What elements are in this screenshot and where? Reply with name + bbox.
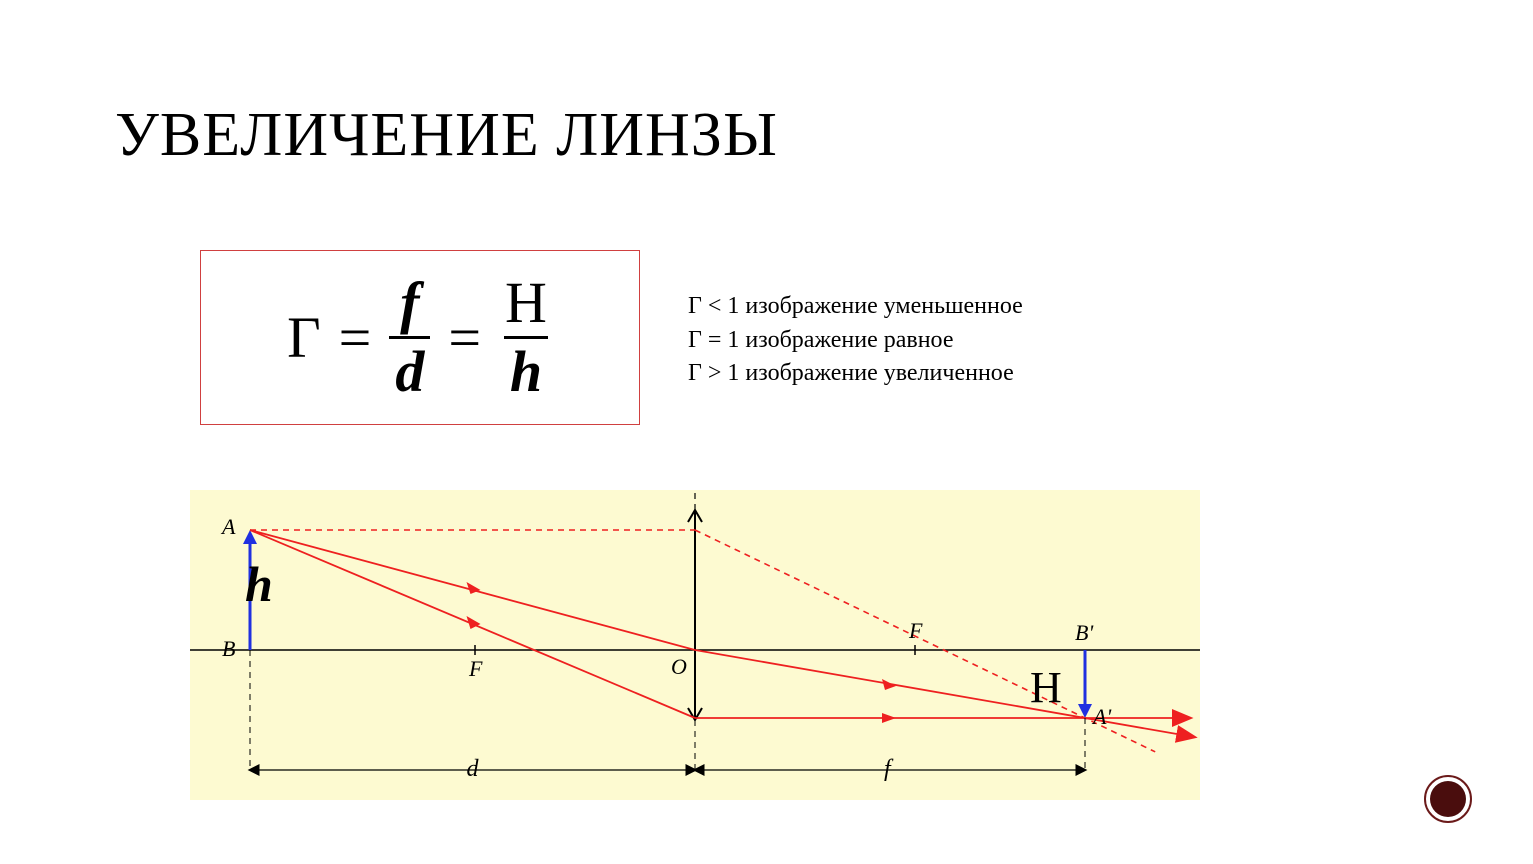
gamma-symbol: Г <box>287 304 321 371</box>
fraction-f-over-d: f d <box>389 274 430 401</box>
lens-ray-diagram: ABFOFB'A'df <box>190 490 1200 800</box>
svg-text:A: A <box>220 514 236 539</box>
condition-gt1: Г > 1 изображение увеличенное <box>688 357 1023 391</box>
frac1-den: d <box>389 336 430 401</box>
svg-text:F: F <box>468 656 483 681</box>
frac2-num: H <box>499 274 553 336</box>
condition-eq1: Г = 1 изображение равное <box>688 324 1023 358</box>
fraction-H-over-h: H h <box>499 274 553 401</box>
svg-text:O: O <box>671 654 687 679</box>
frac2-den: h <box>504 336 548 401</box>
svg-text:F: F <box>908 618 923 643</box>
equals-1: = <box>339 304 372 371</box>
svg-text:d: d <box>467 756 480 782</box>
magnification-formula: Г = f d = H h <box>287 274 553 401</box>
svg-text:B': B' <box>1075 620 1093 645</box>
slide-title: УВЕЛИЧЕНИЕ ЛИНЗЫ <box>115 100 778 171</box>
magnification-conditions: Г < 1 изображение уменьшенное Г = 1 изоб… <box>688 290 1023 391</box>
slide-badge-icon <box>1423 774 1473 824</box>
svg-text:B: B <box>222 636 235 661</box>
frac1-num: f <box>394 274 425 336</box>
svg-text:A': A' <box>1091 704 1111 729</box>
image-height-label: H <box>1030 662 1062 713</box>
equals-2: = <box>448 304 481 371</box>
object-height-label: h <box>245 555 273 613</box>
condition-lt1: Г < 1 изображение уменьшенное <box>688 290 1023 324</box>
formula-box: Г = f d = H h <box>200 250 640 425</box>
